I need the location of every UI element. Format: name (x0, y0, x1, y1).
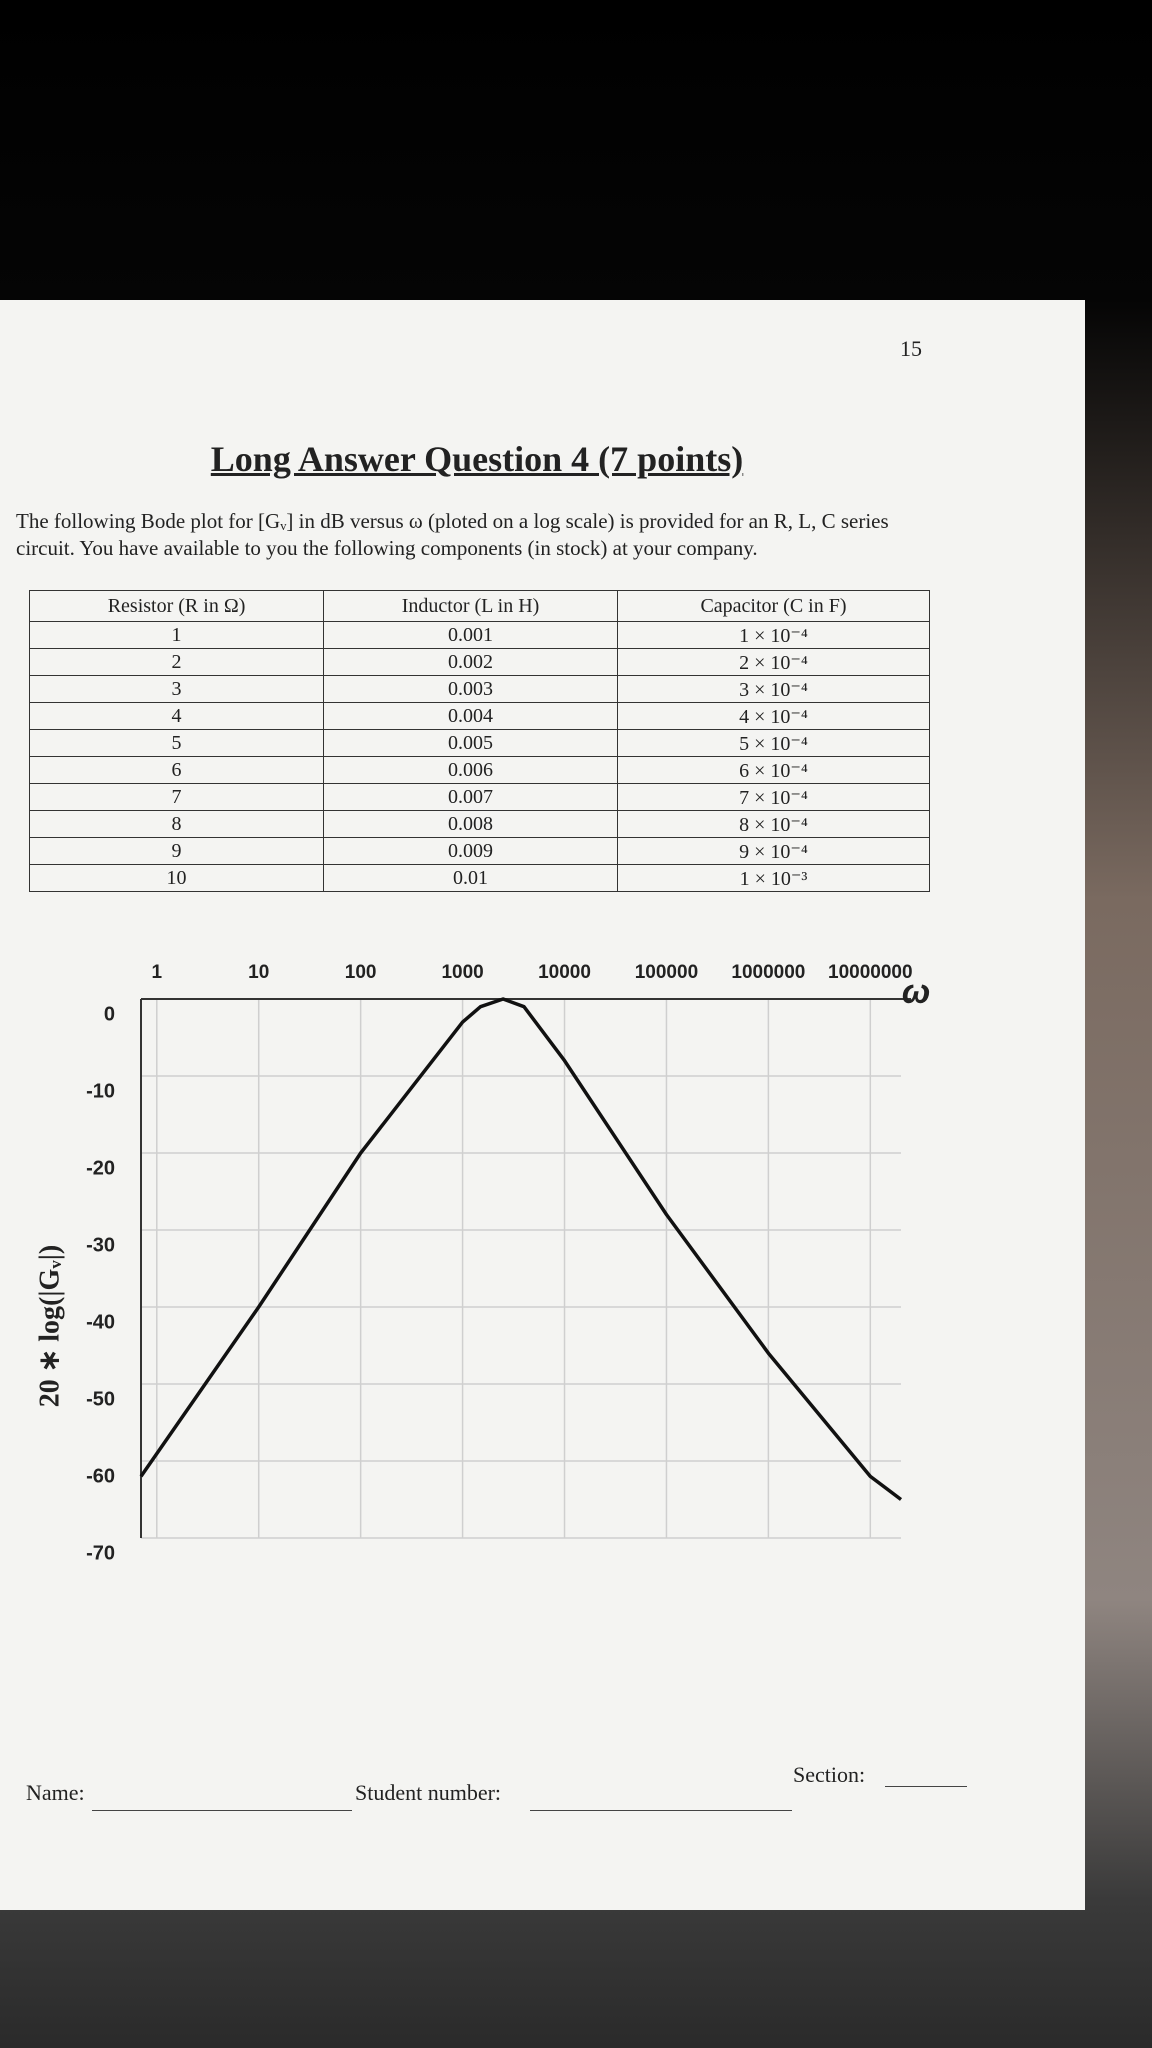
x-axis-label: ω (902, 973, 930, 1011)
page-number: 15 (900, 336, 922, 361)
student-number-label: Student number: (355, 1780, 502, 1805)
x-tick-label: 1000 (441, 962, 483, 983)
paper (0, 300, 1085, 1910)
table-cell: 0.006 (323, 756, 618, 784)
table-header: Inductor (L in H) (323, 590, 618, 622)
table-cell: 1 × 10⁻³ (616, 864, 931, 892)
bode-curve (139, 997, 903, 1501)
table-row: 9 0.009 9 × 10⁻⁴ (28, 837, 931, 865)
table-cell: 0.01 (323, 864, 618, 892)
table-row: 1 0.001 1 × 10⁻⁴ (28, 621, 931, 649)
table-cell: 0.004 (323, 702, 618, 730)
section-label: Section: (793, 1762, 866, 1787)
table-cell: 10 (28, 864, 325, 892)
x-tick-label: 1000000 (731, 962, 805, 983)
table-cell: 4 (28, 702, 325, 730)
name-line (92, 1810, 352, 1811)
section-line (885, 1786, 967, 1787)
table-row: 8 0.008 8 × 10⁻⁴ (28, 810, 931, 838)
table-header: Resistor (R in Ω) (28, 590, 325, 622)
table-cell: 4 × 10⁻⁴ (616, 702, 931, 730)
y-tick-label: -70 (86, 1542, 115, 1564)
table-cell: 9 (28, 837, 325, 865)
student-number-line (530, 1810, 792, 1811)
x-tick-label: 1 (152, 962, 163, 983)
title: Long Answer Question 4 (7 points) (210, 439, 744, 479)
y-tick-label: -50 (86, 1388, 115, 1410)
y-tick-label: -60 (86, 1465, 115, 1487)
x-tick-label: 10000 (538, 962, 591, 983)
y-tick-label: -10 (86, 1080, 115, 1102)
table-cell: 0.003 (323, 675, 618, 703)
components-table: Resistor (R in Ω) Inductor (L in H) Capaci… (28, 590, 931, 892)
name-label: Name: (26, 1780, 85, 1805)
table-cell: 5 × 10⁻⁴ (616, 729, 931, 757)
x-tick-label: 100000 (635, 962, 698, 983)
table-cell: 7 × 10⁻⁴ (616, 783, 931, 811)
table-row: 3 0.003 3 × 10⁻⁴ (28, 675, 931, 703)
table-cell: 3 × 10⁻⁴ (616, 675, 931, 703)
table-row: 2 0.002 2 × 10⁻⁴ (28, 648, 931, 676)
table-row: 6 0.006 6 × 10⁻⁴ (28, 756, 931, 784)
table-row: 4 0.004 4 × 10⁻⁴ (28, 702, 931, 730)
intro-text: The following Bode plot for [Gᵥ] in dB v… (16, 509, 889, 560)
y-tick-label: -40 (86, 1311, 115, 1333)
table-row: 5 0.005 5 × 10⁻⁴ (28, 729, 931, 757)
y-tick-label: -20 (86, 1157, 115, 1179)
table-cell: 0.007 (323, 783, 618, 811)
y-tick-label: 0 (104, 1003, 115, 1025)
table-cell: 1 × 10⁻⁴ (616, 621, 931, 649)
table-cell: 8 × 10⁻⁴ (616, 810, 931, 838)
table-row: 10 0.01 1 × 10⁻³ (28, 864, 931, 892)
x-tick-label: 10000000 (828, 962, 913, 983)
table-cell: 3 (28, 675, 325, 703)
table-cell: 0.009 (323, 837, 618, 865)
x-tick-label: 10 (248, 962, 269, 983)
table-cell: 0.005 (323, 729, 618, 757)
table-cell: 0.001 (323, 621, 618, 649)
y-tick-label: -30 (86, 1234, 115, 1256)
x-tick-label: 100 (345, 962, 377, 983)
y-axis-label: 20 ∗ log(|Gᵥ|) (34, 1245, 65, 1407)
table-cell: 8 (28, 810, 325, 838)
